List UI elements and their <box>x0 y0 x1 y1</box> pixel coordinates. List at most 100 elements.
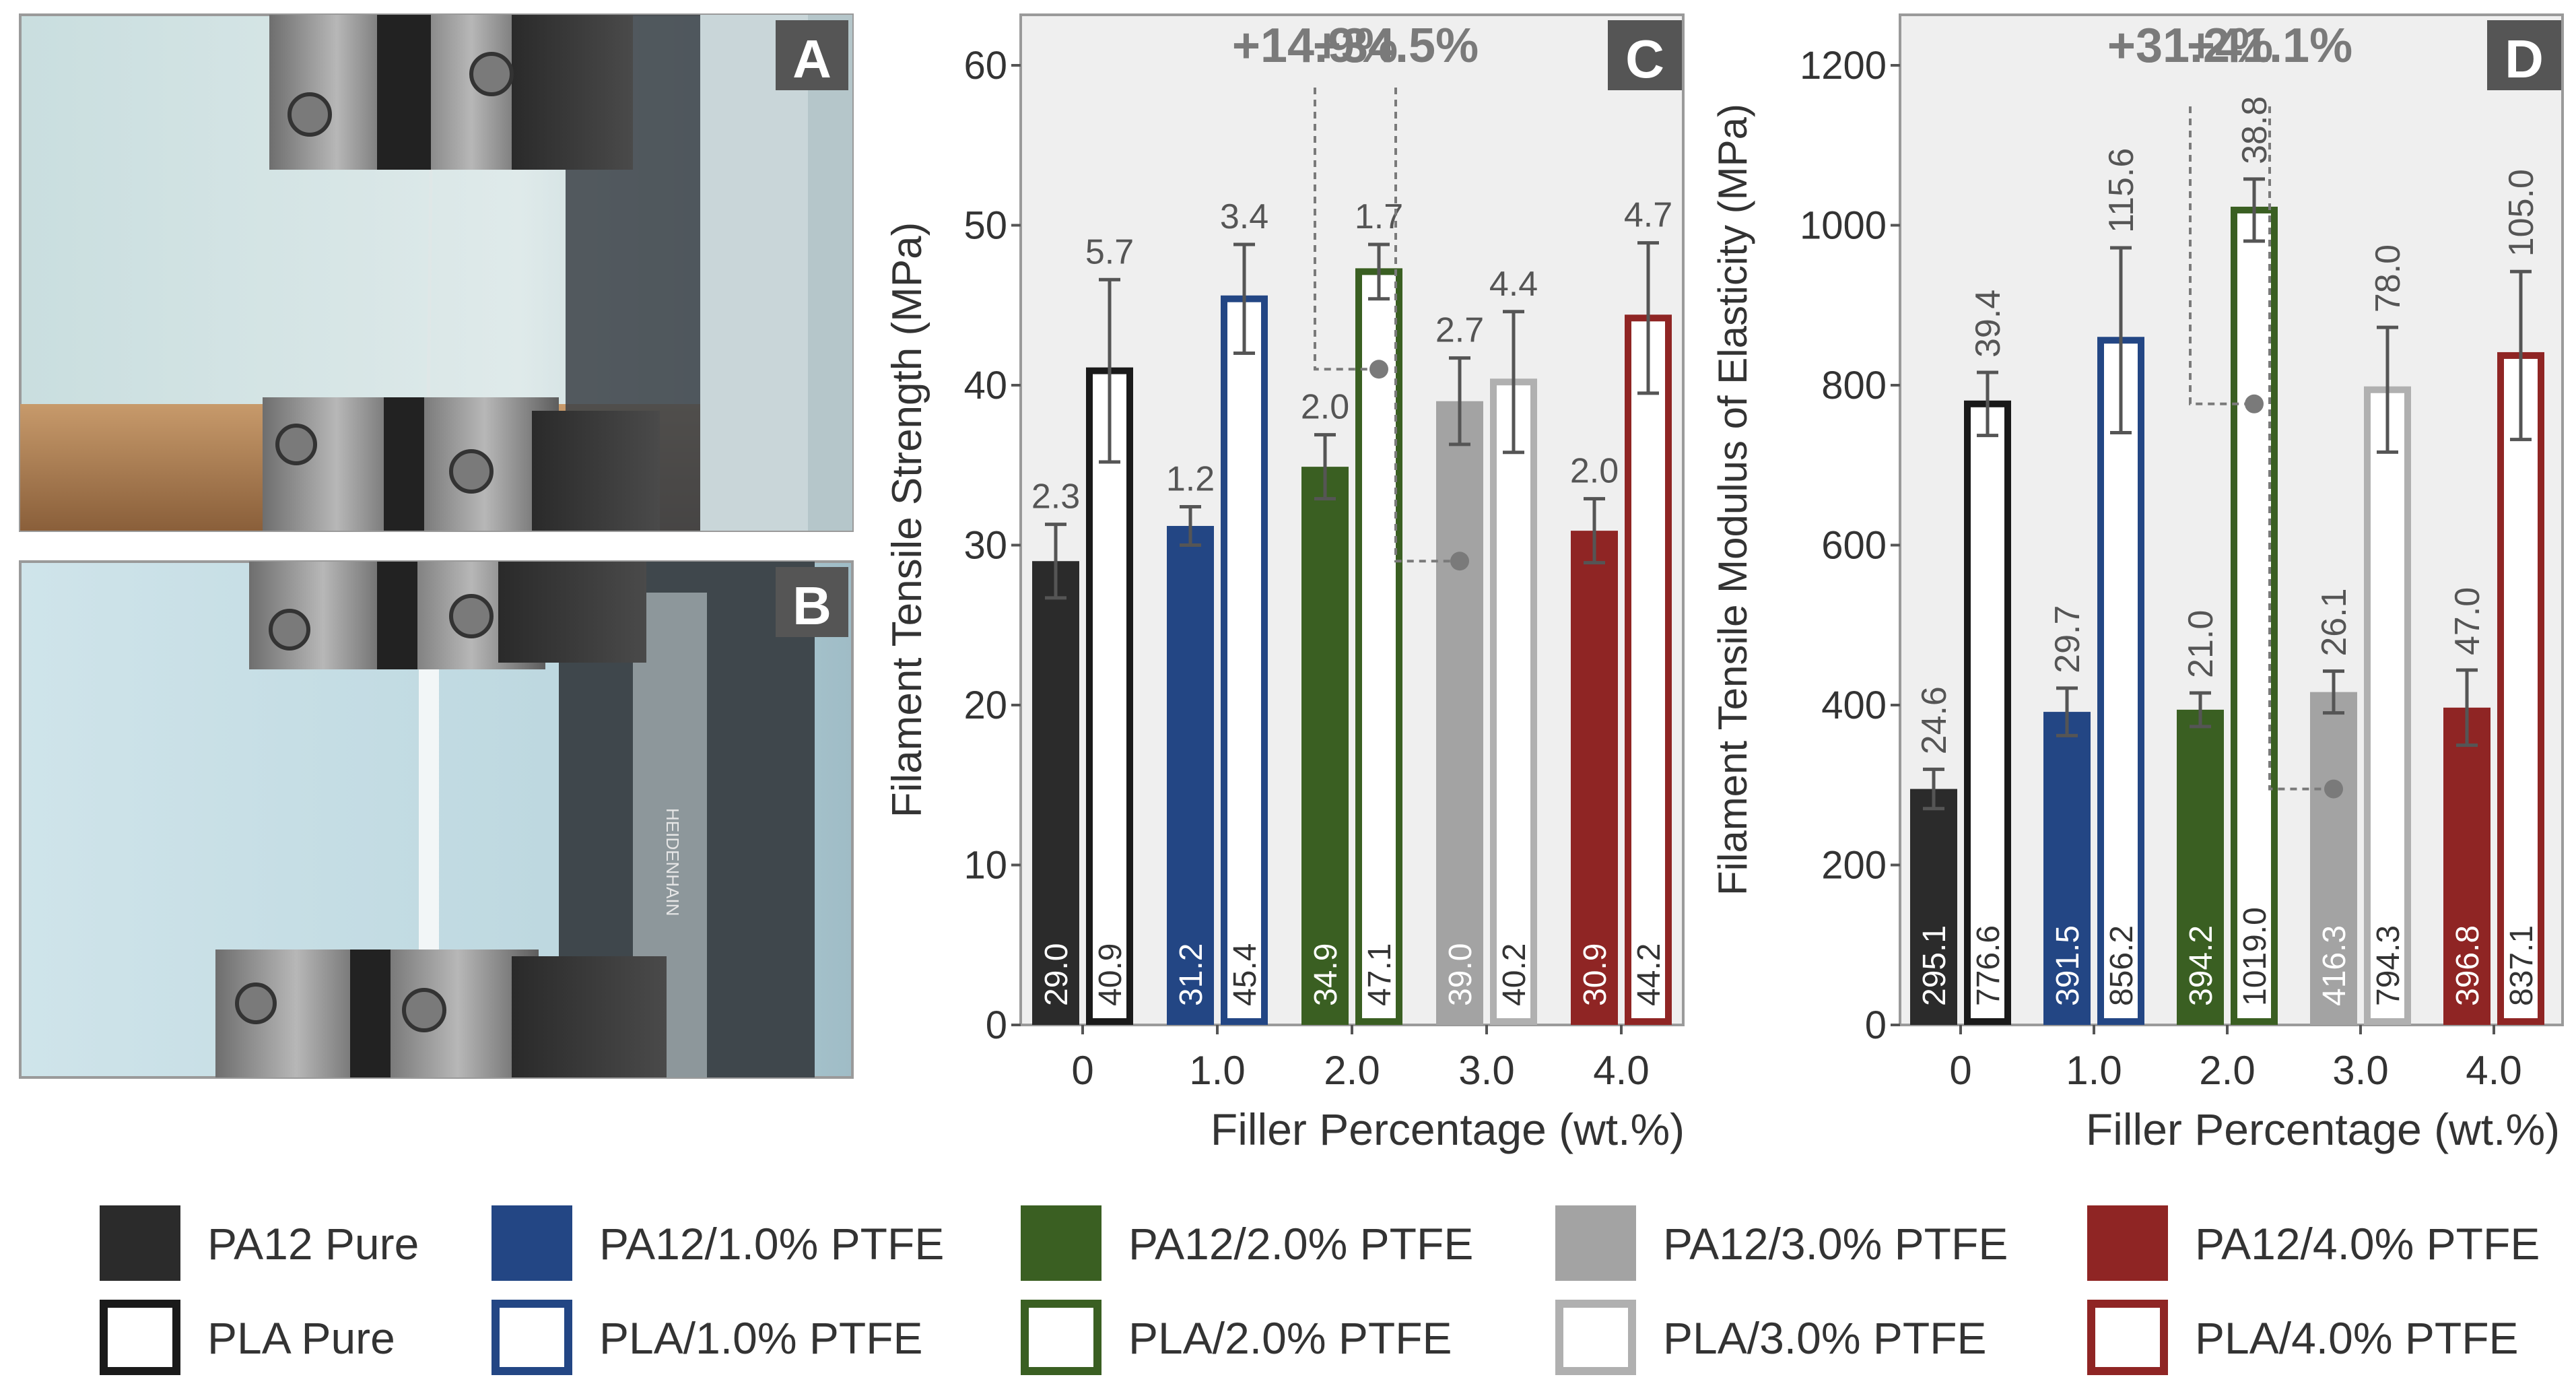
error-label: 2.0 <box>1301 388 1349 427</box>
y-tick-label: 0 <box>1865 1003 1887 1047</box>
chart-c-letter-badge: C <box>1608 20 1682 90</box>
photo-b-scale-label: HEIDENHAIN <box>663 808 683 916</box>
annotation-1: +41.1% <box>2187 19 2352 799</box>
photo-a-letter: A <box>792 29 832 89</box>
y-tick-label: 30 <box>963 524 1007 568</box>
chart-d-letter-badge: D <box>2487 20 2561 90</box>
upper-grip-b <box>249 562 646 669</box>
value-label: 837.1 <box>2504 925 2540 1006</box>
error-bar <box>2243 177 2265 243</box>
x-tick-label: 1.0 <box>2066 1048 2122 1093</box>
error-bar <box>1045 523 1066 600</box>
legend-swatch <box>1555 1205 1636 1281</box>
chart-c: 2.3 29.0 1.2 31.2 2.0 34.9 2.7 39.0 2.0 30.9 5.7 40… <box>884 13 1685 1154</box>
bar-pa12-1 <box>1167 526 1214 1025</box>
bar-pa12-4 <box>2443 707 2490 1025</box>
legend-swatch <box>1021 1205 1101 1281</box>
error-label: 115.6 <box>2102 148 2141 233</box>
photo-b-letter: B <box>792 576 832 636</box>
legend-label: PLA Pure <box>207 1313 395 1363</box>
error-bar <box>1977 370 1998 438</box>
error-bar <box>2190 691 2211 729</box>
legend-item: PA12/3.0% PTFE <box>1555 1205 2008 1281</box>
error-label: 26.1 <box>2315 588 2354 656</box>
legend-item: PA12 Pure <box>100 1205 419 1281</box>
error-bar <box>2056 686 2078 737</box>
reference-marker <box>2324 779 2343 799</box>
chart-c-ylabel: Filament Tensile Strength (MPa) <box>884 222 930 818</box>
bar-pla-2 <box>1355 268 1402 1025</box>
annotation-label: +41.1% <box>2187 19 2352 73</box>
value-label: 40.9 <box>1093 943 1128 1006</box>
y-tick-label: 1000 <box>1800 204 1887 248</box>
photo-a: A <box>19 13 854 532</box>
x-tick-label: 0 <box>1949 1048 1971 1093</box>
error-label: 39.4 <box>1969 290 2008 358</box>
legend-swatch <box>1555 1300 1636 1375</box>
bar-pa12-3 <box>1436 401 1483 1025</box>
filament-thick <box>419 669 439 952</box>
reference-marker <box>2245 394 2264 413</box>
bar-pa12-0 <box>1032 561 1079 1025</box>
error-label: 2.7 <box>1435 311 1484 350</box>
legend-swatch <box>100 1205 180 1281</box>
photo-b: HEIDENHAIN B <box>19 560 854 1079</box>
value-label: 34.9 <box>1308 943 1344 1006</box>
value-label: 394.2 <box>2183 925 2219 1006</box>
value-label: 396.8 <box>2450 925 2486 1006</box>
error-bar <box>1099 277 1120 464</box>
legend-item: PLA/2.0% PTFE <box>1021 1300 1452 1375</box>
chart-c-xlabel: Filler Percentage (wt.%) <box>1211 1104 1685 1154</box>
y-tick-label: 400 <box>1821 684 1887 727</box>
legend-item: PLA Pure <box>100 1300 395 1375</box>
legend-item: PA12/4.0% PTFE <box>2087 1205 2540 1281</box>
bar-pla-3 <box>1490 378 1537 1025</box>
value-label: 47.1 <box>1362 943 1398 1006</box>
legend-label: PA12 Pure <box>207 1219 419 1269</box>
value-label: 30.9 <box>1578 943 1613 1006</box>
legend-item: PLA/4.0% PTFE <box>2087 1300 2519 1375</box>
error-label: 24.6 <box>1915 686 1954 754</box>
annotation-label: +31.2% <box>2107 19 2273 73</box>
y-tick-label: 600 <box>1821 524 1887 568</box>
x-tick-label: 4.0 <box>2466 1048 2521 1093</box>
legend-item: PLA/1.0% PTFE <box>492 1300 923 1375</box>
error-label: 1.2 <box>1166 460 1215 499</box>
error-bar <box>1233 242 1255 355</box>
bar-pla-0 <box>1086 367 1133 1025</box>
error-bar <box>1449 356 1470 446</box>
legend-label: PLA/1.0% PTFE <box>599 1313 923 1363</box>
x-tick-label: 3.0 <box>2332 1048 2388 1093</box>
x-tick-label: 4.0 <box>1593 1048 1649 1093</box>
legend-label: PLA/4.0% PTFE <box>2195 1313 2519 1363</box>
error-label: 2.0 <box>1570 452 1619 491</box>
y-tick-label: 20 <box>963 684 1007 727</box>
value-label: 39.0 <box>1443 943 1479 1006</box>
value-label: 45.4 <box>1227 943 1263 1006</box>
legend-label: PA12/2.0% PTFE <box>1128 1219 1473 1269</box>
x-tick-label: 3.0 <box>1458 1048 1514 1093</box>
legend-label: PLA/3.0% PTFE <box>1663 1313 1987 1363</box>
bar-pa12-4 <box>1571 531 1618 1025</box>
bar-pa12-0 <box>1910 789 1957 1025</box>
photo-b-letter-badge: B <box>776 567 848 637</box>
y-tick-label: 1200 <box>1800 44 1887 88</box>
error-label: 78.0 <box>2369 244 2408 312</box>
value-label: 391.5 <box>2050 925 2086 1006</box>
chart-d-xlabel: Filler Percentage (wt.%) <box>2086 1104 2560 1154</box>
bar-pla-3 <box>2364 386 2411 1025</box>
bar-pla-2 <box>2231 206 2278 1025</box>
error-bar <box>2456 668 2478 747</box>
bar-pa12-3 <box>2310 692 2357 1025</box>
error-bar <box>1637 241 1659 395</box>
legend-label: PA12/3.0% PTFE <box>1663 1219 2008 1269</box>
annotation-1: +34.5% <box>1313 19 1479 571</box>
value-label: 29.0 <box>1039 943 1075 1006</box>
lower-grip-b <box>215 950 667 1077</box>
error-label: 1.7 <box>1355 197 1403 236</box>
error-label: 5.7 <box>1085 232 1134 271</box>
legend-swatch <box>492 1300 572 1375</box>
value-label: 40.2 <box>1497 943 1532 1006</box>
bar-pa12-2 <box>1301 467 1349 1025</box>
